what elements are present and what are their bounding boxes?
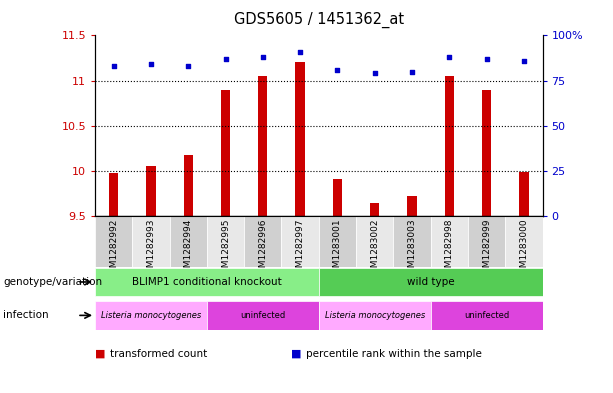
Bar: [407, 196, 417, 216]
Bar: [109, 173, 118, 216]
Point: [332, 66, 342, 73]
Point: [407, 68, 417, 75]
Bar: [95, 216, 132, 267]
Text: percentile rank within the sample: percentile rank within the sample: [306, 349, 482, 359]
Point: [183, 63, 193, 69]
Bar: [207, 301, 319, 329]
Bar: [356, 216, 394, 267]
Text: GDS5605 / 1451362_at: GDS5605 / 1451362_at: [234, 11, 404, 28]
Bar: [394, 216, 430, 267]
Point: [444, 54, 454, 60]
Bar: [132, 216, 170, 267]
Point: [370, 70, 379, 77]
Text: BLIMP1 conditional knockout: BLIMP1 conditional knockout: [132, 277, 282, 287]
Bar: [244, 216, 281, 267]
Point: [519, 57, 529, 64]
Bar: [444, 76, 454, 216]
Bar: [333, 179, 342, 216]
Bar: [170, 216, 207, 267]
Bar: [95, 268, 319, 296]
Bar: [519, 172, 528, 216]
Text: ■: ■: [95, 349, 105, 359]
Bar: [183, 155, 193, 216]
Point: [221, 56, 230, 62]
Point: [295, 48, 305, 55]
Text: infection: infection: [3, 310, 48, 320]
Bar: [319, 301, 430, 329]
Text: Listeria monocytogenes: Listeria monocytogenes: [101, 311, 201, 320]
Bar: [281, 216, 319, 267]
Text: GSM1282992: GSM1282992: [109, 219, 118, 279]
Text: GSM1282995: GSM1282995: [221, 219, 230, 279]
Text: GSM1283000: GSM1283000: [519, 219, 528, 279]
Bar: [258, 76, 267, 216]
Text: Listeria monocytogenes: Listeria monocytogenes: [324, 311, 425, 320]
Point: [146, 61, 156, 68]
Text: GSM1283002: GSM1283002: [370, 219, 379, 279]
Bar: [221, 90, 230, 216]
Text: GSM1282997: GSM1282997: [295, 219, 305, 279]
Bar: [319, 268, 543, 296]
Bar: [207, 216, 244, 267]
Point: [109, 63, 118, 69]
Bar: [468, 216, 505, 267]
Text: GSM1283001: GSM1283001: [333, 219, 342, 279]
Bar: [147, 165, 156, 216]
Text: GSM1282996: GSM1282996: [258, 219, 267, 279]
Text: uninfected: uninfected: [464, 311, 509, 320]
Bar: [430, 301, 543, 329]
Bar: [370, 204, 379, 216]
Bar: [95, 301, 207, 329]
Bar: [295, 62, 305, 216]
Bar: [505, 216, 543, 267]
Text: GSM1282993: GSM1282993: [147, 219, 156, 279]
Bar: [319, 216, 356, 267]
Text: GSM1282994: GSM1282994: [184, 219, 192, 279]
Bar: [482, 90, 491, 216]
Text: GSM1282999: GSM1282999: [482, 219, 491, 279]
Bar: [430, 216, 468, 267]
Point: [482, 56, 492, 62]
Point: [258, 54, 268, 60]
Text: ■: ■: [291, 349, 302, 359]
Text: GSM1282998: GSM1282998: [445, 219, 454, 279]
Text: GSM1283003: GSM1283003: [408, 219, 416, 279]
Text: genotype/variation: genotype/variation: [3, 277, 102, 287]
Text: transformed count: transformed count: [110, 349, 208, 359]
Text: wild type: wild type: [407, 277, 454, 287]
Text: uninfected: uninfected: [240, 311, 286, 320]
